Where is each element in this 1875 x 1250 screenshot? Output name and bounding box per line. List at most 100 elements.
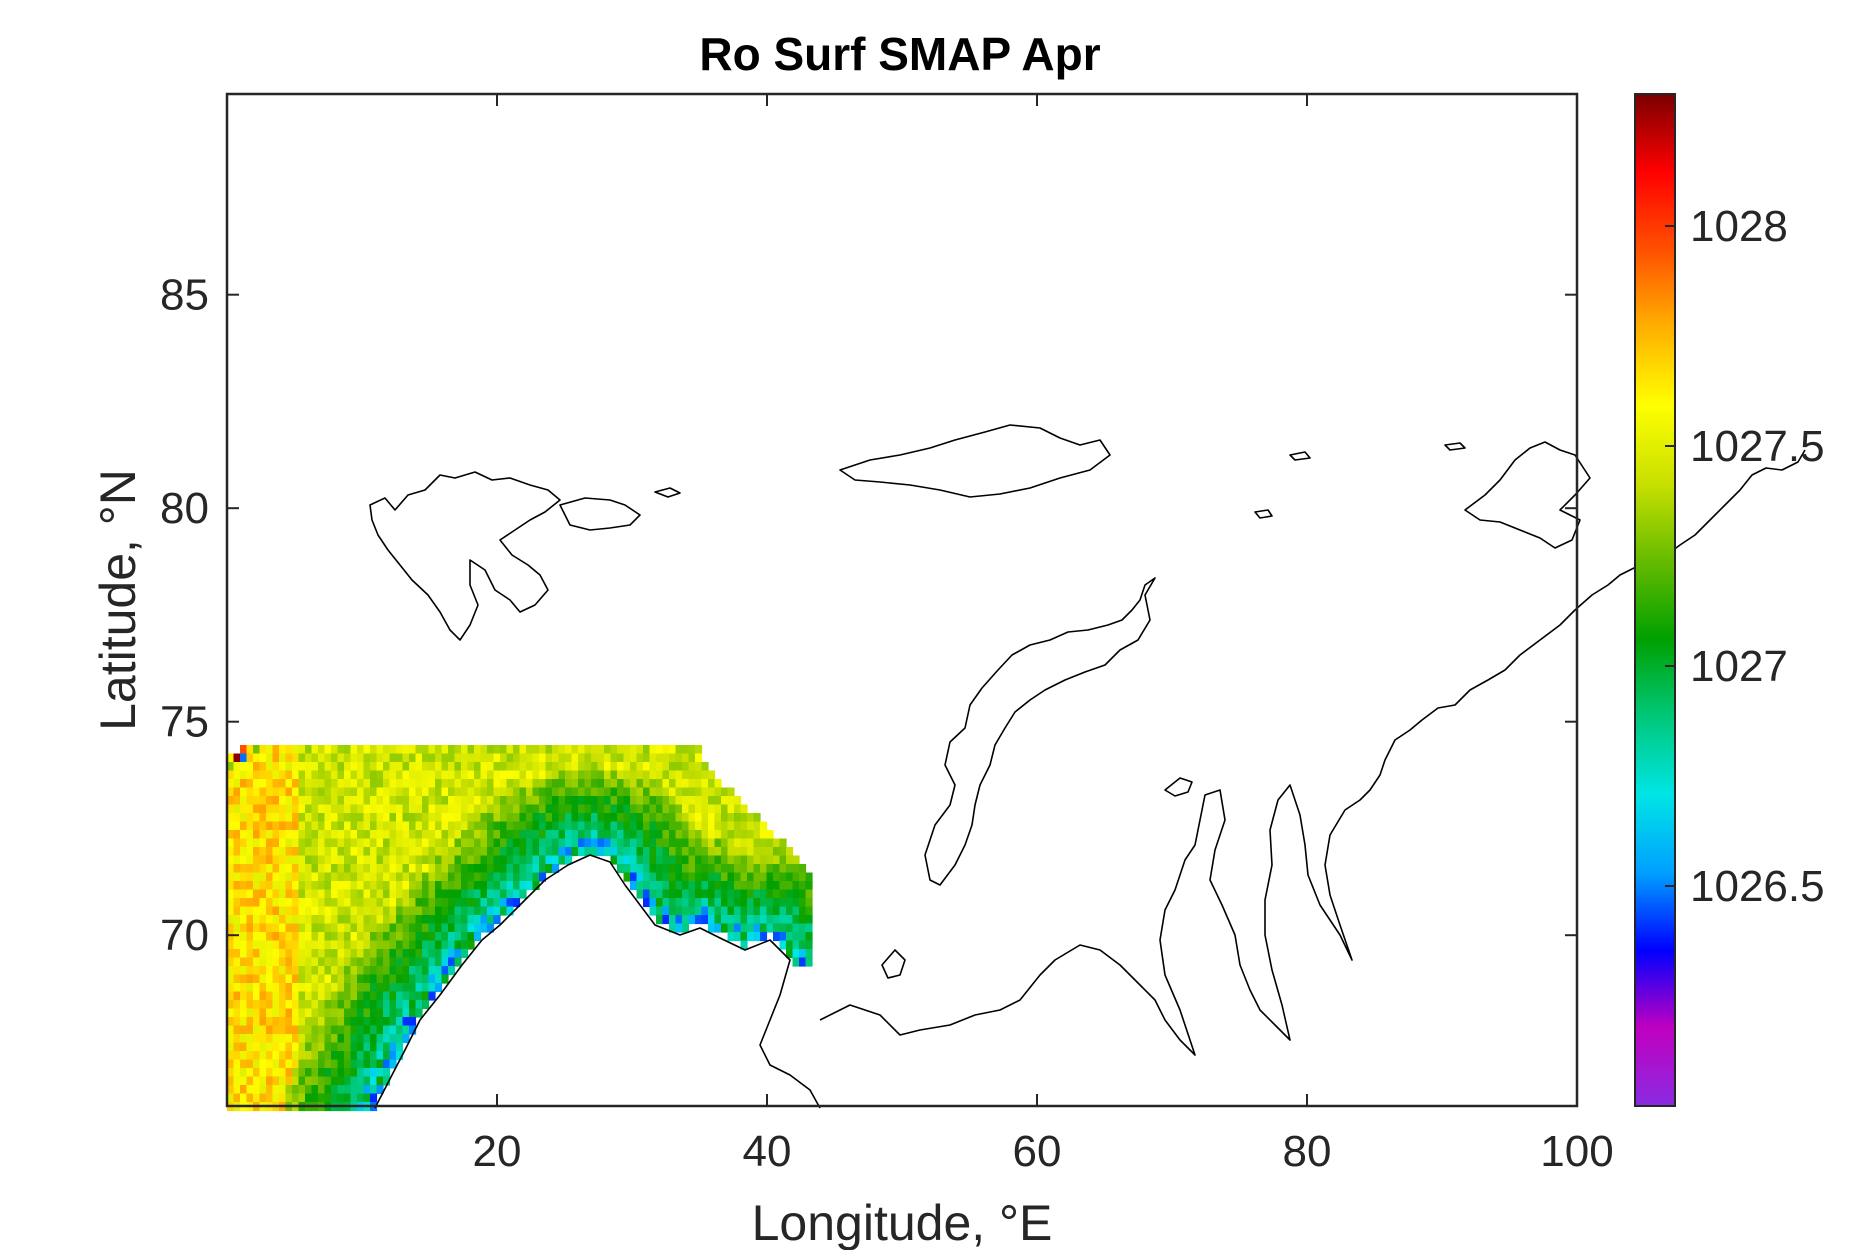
heatmap-cell (753, 847, 761, 857)
heatmap-cell (279, 940, 287, 950)
heatmap-cell (669, 889, 677, 899)
heatmap-cell (558, 830, 566, 840)
heatmap-cell (428, 923, 436, 933)
heatmap-cell (324, 1068, 332, 1078)
heatmap-cell (363, 889, 371, 899)
heatmap-cell (370, 881, 378, 891)
heatmap-cell (259, 1068, 267, 1078)
heatmap-cell (311, 1093, 319, 1103)
heatmap-cell (571, 804, 579, 814)
heatmap-cell (480, 753, 488, 763)
heatmap-cell (337, 1017, 345, 1027)
heatmap-cell (376, 991, 384, 1001)
heatmap-cell (500, 804, 508, 814)
heatmap-cell (435, 796, 443, 806)
heatmap-cell (298, 1034, 306, 1044)
heatmap-cell (383, 889, 391, 899)
heatmap-cell (467, 940, 475, 950)
heatmap-cell (324, 940, 332, 950)
heatmap-cell (539, 753, 547, 763)
heatmap-cell (441, 779, 449, 789)
heatmap-cell (727, 864, 735, 874)
heatmap-cell (259, 1034, 267, 1044)
heatmap-cell (324, 821, 332, 831)
heatmap-cell (350, 957, 358, 967)
heatmap-cell (545, 753, 553, 763)
heatmap-cell (344, 762, 352, 772)
heatmap-cell (766, 855, 774, 865)
heatmap-cell (584, 753, 592, 763)
heatmap-cell (734, 796, 742, 806)
heatmap-cell (305, 796, 313, 806)
heatmap-cell (324, 991, 332, 1001)
heatmap-cell (695, 813, 703, 823)
heatmap-cell (545, 804, 553, 814)
heatmap-cell (305, 753, 313, 763)
heatmap-cell (305, 847, 313, 857)
heatmap-cell (324, 804, 332, 814)
heatmap-cell (240, 923, 248, 933)
heatmap-cell (350, 1051, 358, 1061)
heatmap-cell (324, 932, 332, 942)
heatmap-cell (331, 1051, 339, 1061)
heatmap-cell (311, 1000, 319, 1010)
heatmap-cell (636, 830, 644, 840)
heatmap-cell (441, 745, 449, 755)
heatmap-cell (545, 813, 553, 823)
heatmap-cell (337, 838, 345, 848)
heatmap-cell (656, 872, 664, 882)
heatmap-cell (461, 745, 469, 755)
heatmap-cell (487, 796, 495, 806)
heatmap-cell (708, 855, 716, 865)
heatmap-cell (259, 957, 267, 967)
heatmap-cell (675, 847, 683, 857)
heatmap-cell (649, 821, 657, 831)
heatmap-cell (331, 770, 339, 780)
heatmap-cell (246, 1068, 254, 1078)
heatmap-cell (428, 813, 436, 823)
heatmap-cell (623, 847, 631, 857)
heatmap-cell (435, 804, 443, 814)
heatmap-cell (740, 813, 748, 823)
heatmap-cell (578, 762, 586, 772)
heatmap-cell (318, 830, 326, 840)
heatmap-cell (233, 898, 241, 908)
heatmap-cell (409, 915, 417, 925)
heatmap-cell (389, 940, 397, 950)
heatmap-cell (493, 804, 501, 814)
heatmap-cell (526, 753, 534, 763)
heatmap-cell (337, 813, 345, 823)
heatmap-cell (266, 779, 274, 789)
heatmap-cell (227, 872, 235, 882)
heatmap-cell (246, 855, 254, 865)
heatmap-cell (448, 881, 456, 891)
x-tick-label: 40 (743, 1127, 792, 1176)
heatmap-cell (409, 881, 417, 891)
heatmap-cell (227, 855, 235, 865)
heatmap-cell (324, 838, 332, 848)
heatmap-cell (675, 796, 683, 806)
heatmap-cell (461, 881, 469, 891)
heatmap-cell (493, 889, 501, 899)
heatmap-cell (298, 940, 306, 950)
heatmap-cell (448, 762, 456, 772)
heatmap-cell (285, 974, 293, 984)
heatmap-cell (435, 855, 443, 865)
heatmap-cell (331, 753, 339, 763)
salinity-field (227, 745, 813, 1112)
heatmap-cell (285, 1008, 293, 1018)
heatmap-cell (740, 855, 748, 865)
heatmap-cell (259, 770, 267, 780)
heatmap-cell (402, 1034, 410, 1044)
heatmap-cell (708, 779, 716, 789)
heatmap-cell (506, 872, 514, 882)
heatmap-cell (357, 949, 365, 959)
heatmap-cell (266, 898, 274, 908)
heatmap-cell (461, 872, 469, 882)
heatmap-cell (727, 813, 735, 823)
heatmap-cell (766, 847, 774, 857)
heatmap-cell (266, 838, 274, 848)
heatmap-cell (233, 915, 241, 925)
heatmap-cell (389, 1000, 397, 1010)
heatmap-cell (240, 847, 248, 857)
